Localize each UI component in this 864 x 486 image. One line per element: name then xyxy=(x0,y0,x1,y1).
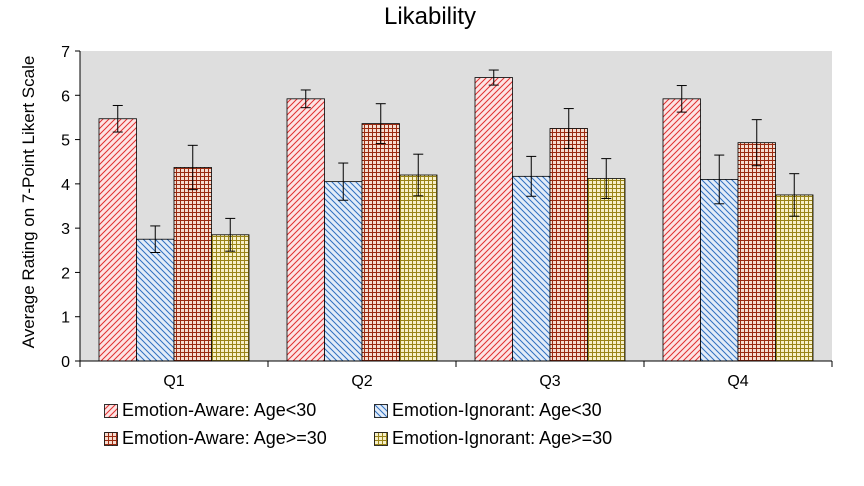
bar xyxy=(512,175,551,362)
legend-label: Emotion-Aware: Age>=30 xyxy=(122,428,327,448)
legend-label: Emotion-Aware: Age<30 xyxy=(122,400,317,420)
error-bar xyxy=(225,217,236,252)
error-bar xyxy=(300,89,311,109)
y-tick-label: 7 xyxy=(61,44,70,61)
error-bar xyxy=(789,173,800,217)
y-tick-label: 0 xyxy=(61,354,70,371)
bar xyxy=(98,118,137,362)
y-tick-label: 5 xyxy=(61,133,70,150)
error-bar xyxy=(338,162,349,201)
error-bar xyxy=(601,158,612,199)
error-bar xyxy=(751,119,762,167)
bar xyxy=(474,77,513,362)
bar xyxy=(286,98,325,362)
legend-swatch xyxy=(374,403,388,418)
error-bar xyxy=(187,144,198,191)
error-bars xyxy=(112,69,800,253)
chart-title: Likability xyxy=(384,3,476,30)
y-tick-label: 4 xyxy=(61,177,70,194)
legend-label: Emotion-Ignorant: Age>=30 xyxy=(392,428,613,448)
error-bar xyxy=(563,108,574,149)
bar xyxy=(775,194,814,362)
bar xyxy=(399,174,438,362)
y-axis-label: Average Rating on 7-Point Likert Scale xyxy=(19,56,38,349)
y-tick-label: 3 xyxy=(61,221,70,238)
bar xyxy=(324,181,363,362)
legend-item: Emotion-Ignorant: Age<30 xyxy=(374,400,602,421)
x-tick-label: Q1 xyxy=(163,373,184,390)
error-bar xyxy=(488,69,499,86)
y-tick-label: 2 xyxy=(61,265,70,282)
bar xyxy=(549,128,588,362)
legend-item: Emotion-Ignorant: Age>=30 xyxy=(374,428,612,449)
legend-label: Emotion-Ignorant: Age<30 xyxy=(392,400,602,420)
error-bar xyxy=(150,225,161,253)
legend-swatch xyxy=(374,431,388,446)
legend-swatch xyxy=(104,403,118,418)
legend-item: Emotion-Aware: Age<30 xyxy=(104,400,316,421)
y-tick-label: 1 xyxy=(61,310,70,327)
y-tick-label: 6 xyxy=(61,88,70,105)
axes: 0 1 2 3 4 5 6 7 Q1 Q2 Q3 Q4 xyxy=(61,44,833,390)
error-bar xyxy=(375,103,386,145)
error-bar xyxy=(714,154,725,205)
error-bar xyxy=(112,104,123,133)
x-tick-label: Q2 xyxy=(351,373,372,390)
legend-swatch xyxy=(104,431,118,446)
legend-item: Emotion-Aware: Age>=30 xyxy=(104,428,327,449)
bar xyxy=(211,234,250,362)
bar xyxy=(361,123,400,362)
error-bar xyxy=(676,85,687,113)
x-tick-label: Q3 xyxy=(539,373,560,390)
bar xyxy=(587,178,626,362)
bar xyxy=(662,98,701,362)
bar xyxy=(700,179,739,362)
bar xyxy=(737,142,776,362)
error-bar xyxy=(413,153,424,197)
x-tick-label: Q4 xyxy=(727,373,748,390)
error-bar xyxy=(526,155,537,197)
bar xyxy=(173,167,212,362)
bar xyxy=(136,238,175,362)
bars xyxy=(98,77,814,362)
